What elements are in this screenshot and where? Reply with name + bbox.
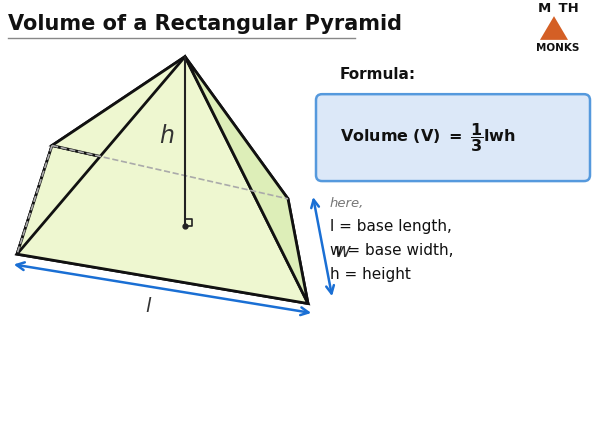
- Text: $\mathbf{Volume\ (V)\ =\ \dfrac{1}{3}lwh}$: $\mathbf{Volume\ (V)\ =\ \dfrac{1}{3}lwh…: [340, 121, 515, 154]
- Text: MONKS: MONKS: [536, 43, 580, 53]
- Text: M  TH: M TH: [538, 2, 578, 15]
- Polygon shape: [17, 145, 308, 304]
- Text: l = base length,
w = base width,
h = height: l = base length, w = base width, h = hei…: [330, 219, 454, 282]
- Polygon shape: [540, 16, 568, 40]
- Text: w: w: [335, 242, 350, 261]
- Text: Formula:: Formula:: [340, 67, 416, 82]
- Text: Volume of a Rectangular Pyramid: Volume of a Rectangular Pyramid: [8, 14, 402, 34]
- Polygon shape: [17, 57, 308, 304]
- Polygon shape: [185, 57, 308, 304]
- FancyBboxPatch shape: [316, 94, 590, 181]
- Text: h: h: [160, 124, 175, 148]
- Polygon shape: [52, 57, 288, 199]
- Text: here,: here,: [330, 197, 364, 210]
- Polygon shape: [17, 57, 185, 254]
- Text: l: l: [145, 297, 150, 316]
